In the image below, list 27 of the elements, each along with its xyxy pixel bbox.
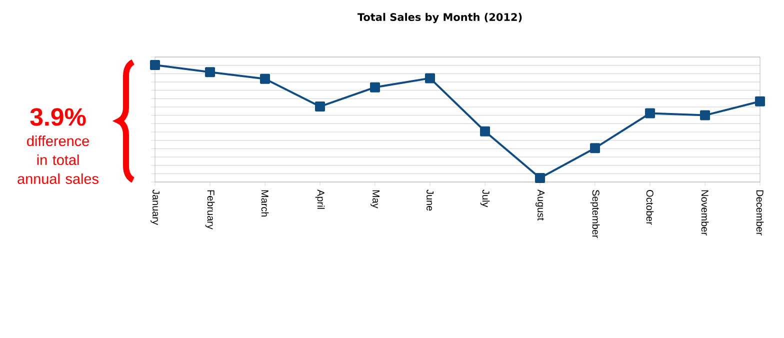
point bbox=[755, 96, 766, 106]
point bbox=[150, 60, 160, 70]
text: 3.9% bbox=[30, 108, 86, 126]
x-tick-label: November bbox=[701, 190, 709, 236]
point bbox=[425, 73, 436, 84]
x-tick-label: July bbox=[480, 190, 490, 208]
point bbox=[260, 74, 270, 84]
x-tick-label: June bbox=[426, 190, 434, 211]
point bbox=[205, 67, 216, 78]
x-tick-label: September bbox=[590, 190, 600, 238]
point bbox=[315, 102, 326, 112]
x-tick-label: October bbox=[646, 190, 654, 225]
x-tick-label: March bbox=[261, 190, 269, 217]
x-tick-label: February bbox=[205, 190, 215, 230]
chart-title: Total Sales by Month (2012) bbox=[357, 12, 522, 24]
x-tick-label: April bbox=[315, 190, 325, 209]
point bbox=[535, 173, 546, 184]
point bbox=[645, 108, 656, 118]
point bbox=[590, 143, 600, 154]
point bbox=[700, 110, 710, 120]
x-tick-label: December bbox=[756, 190, 764, 236]
x-tick-label: January bbox=[150, 190, 160, 225]
point bbox=[370, 82, 380, 92]
text: difference in total annual sales bbox=[18, 136, 98, 184]
point bbox=[480, 126, 490, 136]
x-tick-label: August bbox=[536, 190, 544, 220]
x-tick-label: May bbox=[370, 190, 380, 208]
